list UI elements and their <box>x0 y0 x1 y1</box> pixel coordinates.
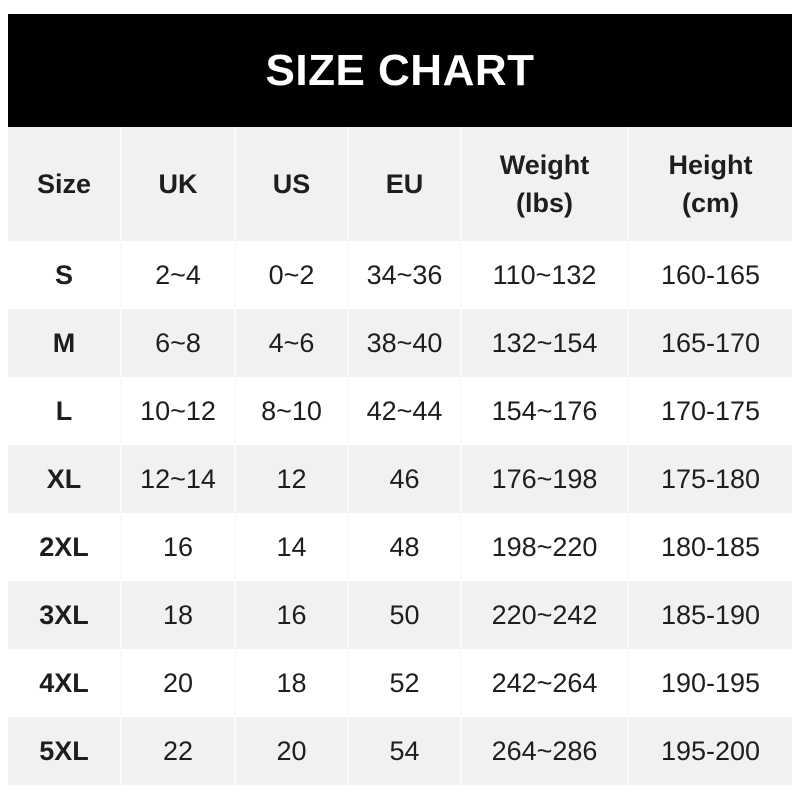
table-cell: 176~198 <box>460 445 628 513</box>
size-cell: L <box>8 377 121 445</box>
table-cell: 10~12 <box>120 377 235 445</box>
table-cell: 165-170 <box>627 309 792 377</box>
table-cell: 198~220 <box>460 513 628 581</box>
table-cell: 8~10 <box>234 377 348 445</box>
size-cell: 5XL <box>8 717 121 785</box>
header-label: Weight <box>499 150 590 180</box>
column-header-size: Size <box>8 127 121 241</box>
header-label: Height <box>668 150 753 180</box>
size-cell: XL <box>8 445 121 513</box>
table-cell: 22 <box>120 717 235 785</box>
table-cell: 46 <box>347 445 461 513</box>
table-cell: 20 <box>120 649 235 717</box>
table-cell: 38~40 <box>347 309 461 377</box>
table-cell: 34~36 <box>347 241 461 309</box>
table-cell: 132~154 <box>460 309 628 377</box>
table-row: XL 12~14 12 46 176~198 175-180 <box>8 445 792 513</box>
table-cell: 14 <box>234 513 348 581</box>
table-cell: 52 <box>347 649 461 717</box>
table-row: S 2~4 0~2 34~36 110~132 160-165 <box>8 241 792 309</box>
table-cell: 16 <box>234 581 348 649</box>
table-cell: 4~6 <box>234 309 348 377</box>
header-row: Size UK US EU Weight (lbs) Height (cm) <box>8 127 792 241</box>
size-cell: S <box>8 241 121 309</box>
table-cell: 2~4 <box>120 241 235 309</box>
table-cell: 154~176 <box>460 377 628 445</box>
table-cell: 54 <box>347 717 461 785</box>
size-cell: 4XL <box>8 649 121 717</box>
table-row: 4XL 20 18 52 242~264 190-195 <box>8 649 792 717</box>
table-cell: 180-185 <box>627 513 792 581</box>
table-row: 2XL 16 14 48 198~220 180-185 <box>8 513 792 581</box>
table-cell: 18 <box>234 649 348 717</box>
table-cell: 175-180 <box>627 445 792 513</box>
header-label: EU <box>385 169 424 199</box>
table-row: 5XL 22 20 54 264~286 195-200 <box>8 717 792 785</box>
column-header-eu: EU <box>347 127 461 241</box>
size-cell: M <box>8 309 121 377</box>
table-cell: 242~264 <box>460 649 628 717</box>
table-cell: 190-195 <box>627 649 792 717</box>
size-table: Size UK US EU Weight (lbs) Height (cm) S 2~4 0~2 3… <box>8 127 792 785</box>
table-cell: 48 <box>347 513 461 581</box>
table-cell: 20 <box>234 717 348 785</box>
table-cell: 110~132 <box>460 241 628 309</box>
size-cell: 2XL <box>8 513 121 581</box>
table-cell: 0~2 <box>234 241 348 309</box>
table-cell: 50 <box>347 581 461 649</box>
table-cell: 264~286 <box>460 717 628 785</box>
table-cell: 18 <box>120 581 235 649</box>
table-cell: 6~8 <box>120 309 235 377</box>
column-header-uk: UK <box>120 127 235 241</box>
size-chart-title: SIZE CHART <box>8 14 792 127</box>
table-cell: 12~14 <box>120 445 235 513</box>
table-row: 3XL 18 16 50 220~242 185-190 <box>8 581 792 649</box>
header-label: UK <box>158 169 198 199</box>
column-header-us: US <box>234 127 348 241</box>
header-label: Size <box>36 169 92 199</box>
size-cell: 3XL <box>8 581 121 649</box>
table-cell: 220~242 <box>460 581 628 649</box>
header-unit: (lbs) <box>516 188 573 218</box>
table-cell: 12 <box>234 445 348 513</box>
table-cell: 170-175 <box>627 377 792 445</box>
table-cell: 16 <box>120 513 235 581</box>
column-header-weight: Weight (lbs) <box>460 127 628 241</box>
column-header-height: Height (cm) <box>627 127 792 241</box>
table-cell: 195-200 <box>627 717 792 785</box>
header-label: US <box>272 169 311 199</box>
table-cell: 42~44 <box>347 377 461 445</box>
table-row: L 10~12 8~10 42~44 154~176 170-175 <box>8 377 792 445</box>
table-cell: 185-190 <box>627 581 792 649</box>
table-cell: 160-165 <box>627 241 792 309</box>
header-unit: (cm) <box>681 188 739 218</box>
table-row: M 6~8 4~6 38~40 132~154 165-170 <box>8 309 792 377</box>
